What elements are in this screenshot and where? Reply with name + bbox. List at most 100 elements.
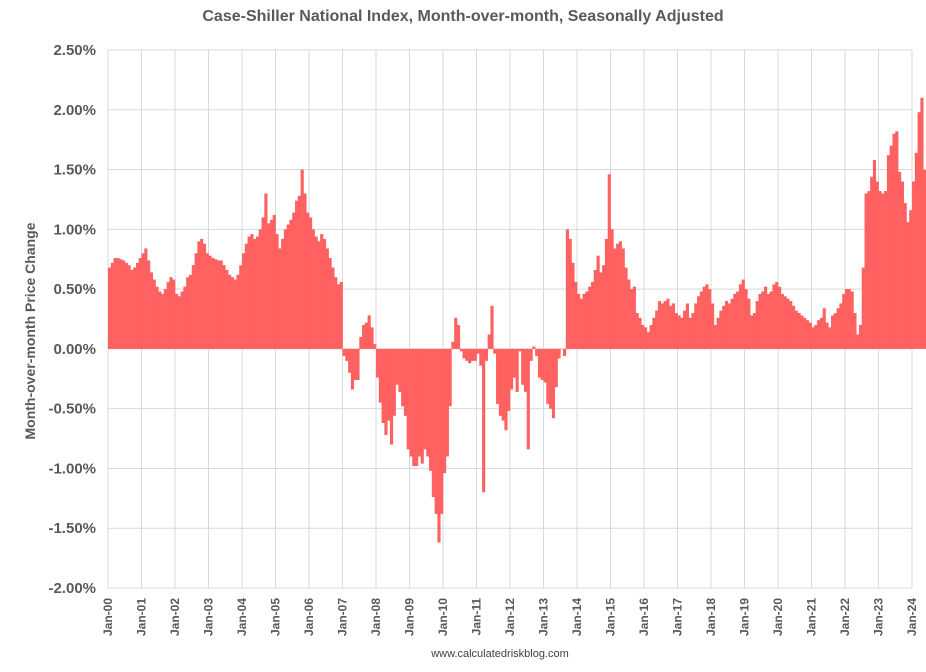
bar <box>345 348 349 361</box>
bar <box>833 313 837 349</box>
bar <box>775 281 779 349</box>
bar <box>359 336 363 349</box>
bar <box>884 191 888 349</box>
bar <box>473 348 477 361</box>
bar <box>811 327 815 349</box>
x-tick-label: Jan-23 <box>872 598 886 636</box>
bar <box>264 193 268 349</box>
x-tick-label: Jan-10 <box>436 598 450 636</box>
bar <box>708 289 712 349</box>
bar <box>518 348 522 352</box>
bar <box>532 346 536 349</box>
bar <box>845 289 849 349</box>
bar <box>378 348 382 403</box>
bar <box>395 348 399 385</box>
bar <box>825 322 829 349</box>
bar <box>255 236 260 349</box>
bar <box>370 327 374 349</box>
bar <box>638 317 642 349</box>
bar <box>401 348 405 407</box>
bar <box>607 174 611 349</box>
bar <box>202 243 207 349</box>
bar <box>482 348 486 493</box>
bar <box>228 274 232 349</box>
x-tick-label: Jan-19 <box>738 598 752 636</box>
bar <box>685 303 690 349</box>
bar <box>535 348 539 357</box>
bar <box>624 267 628 349</box>
bar <box>426 348 430 457</box>
bar <box>108 267 112 349</box>
x-tick-label: Jan-09 <box>403 598 417 636</box>
bar <box>186 277 190 349</box>
bar <box>272 214 276 349</box>
bar <box>211 258 215 349</box>
bar <box>872 159 877 349</box>
bar <box>881 193 885 349</box>
bar <box>794 310 798 349</box>
bar <box>900 181 904 349</box>
bar <box>152 279 156 349</box>
bar <box>800 315 804 349</box>
bar <box>549 348 553 409</box>
bar <box>392 348 396 416</box>
bar <box>565 229 569 349</box>
bar <box>613 248 617 349</box>
bar <box>596 255 600 349</box>
bar <box>113 258 117 349</box>
bar <box>724 301 729 349</box>
bar <box>297 195 301 349</box>
bar <box>331 267 335 349</box>
bar <box>317 241 321 349</box>
bar <box>655 310 659 349</box>
bar <box>339 281 343 349</box>
bar <box>214 259 218 349</box>
bar <box>551 348 556 419</box>
bar <box>130 269 134 349</box>
bar <box>822 308 826 349</box>
bar <box>507 348 511 412</box>
bar <box>216 260 221 349</box>
bar <box>437 348 441 543</box>
bar <box>484 348 489 361</box>
bar <box>320 234 324 349</box>
bar <box>119 259 123 349</box>
bar <box>166 281 170 349</box>
bar <box>736 291 740 349</box>
bar <box>356 348 360 380</box>
bar <box>758 293 762 349</box>
bar <box>406 348 410 450</box>
bar <box>325 248 329 349</box>
bar <box>543 348 547 383</box>
x-tick-label: Jan-07 <box>336 598 350 636</box>
bar <box>646 332 650 349</box>
bar <box>702 286 706 349</box>
bar <box>376 348 380 378</box>
bar <box>772 284 776 349</box>
bar <box>110 262 114 349</box>
bar <box>831 315 835 349</box>
bar <box>501 348 505 421</box>
bar <box>666 298 670 349</box>
bar <box>579 298 583 349</box>
bar <box>417 348 422 457</box>
bar <box>163 289 167 349</box>
x-tick-label: Jan-14 <box>570 598 584 636</box>
bar <box>336 284 341 349</box>
bar <box>733 293 737 349</box>
bar <box>923 169 926 349</box>
bar <box>244 243 248 349</box>
bar <box>275 234 279 349</box>
bar <box>384 348 388 435</box>
bar <box>175 293 179 349</box>
x-tick-label: Jan-15 <box>604 598 618 636</box>
x-tick-label: Jan-01 <box>135 598 149 636</box>
bar <box>515 348 519 392</box>
bar <box>116 258 120 349</box>
bar <box>861 267 865 349</box>
bar <box>462 348 466 359</box>
x-tick-label: Jan-05 <box>269 598 283 636</box>
bar <box>669 305 673 349</box>
bar <box>694 303 698 349</box>
